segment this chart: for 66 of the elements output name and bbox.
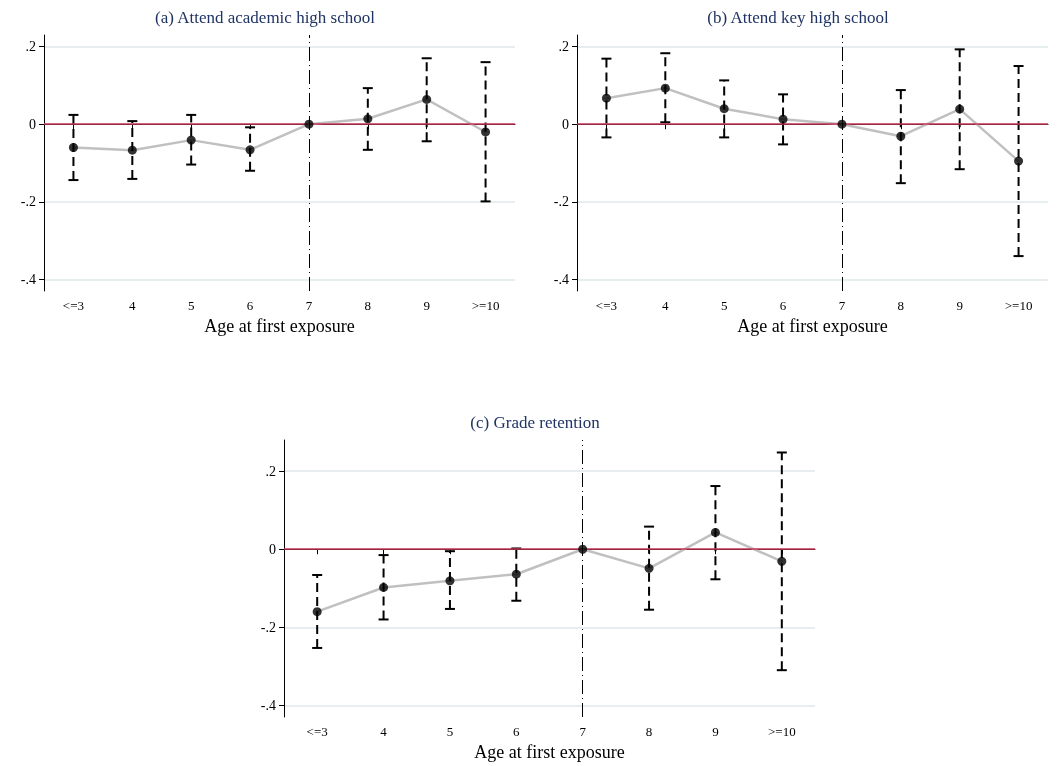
y-tick-label: .2 [558, 39, 569, 55]
x-axis-title: Age at first exposure [474, 742, 625, 762]
x-tick-label: 4 [662, 298, 670, 313]
point [68, 142, 78, 152]
point [710, 527, 720, 537]
x-tick-label: <=3 [595, 298, 618, 313]
y-tick-label: 0 [269, 541, 276, 557]
y-tick-label: -.4 [20, 271, 36, 287]
x-tick-label: 8 [364, 298, 372, 313]
point [644, 563, 654, 573]
point [304, 119, 314, 129]
x-axis-title: Age at first exposure [204, 316, 355, 336]
y-tick-label: -.2 [553, 194, 569, 210]
x-tick-label: 6 [779, 298, 787, 313]
point [127, 145, 137, 155]
y-tick-label: -.2 [20, 194, 36, 210]
point [719, 104, 729, 114]
x-tick-label: >=10 [1004, 298, 1033, 313]
x-axis-title: Age at first exposure [737, 316, 888, 336]
point [312, 607, 322, 617]
point [660, 83, 670, 93]
y-tick-label: -.4 [553, 271, 569, 287]
x-tick-label: 5 [187, 298, 195, 313]
x-tick-label: 6 [513, 724, 521, 739]
x-tick-label: 7 [838, 298, 846, 313]
point [896, 131, 906, 141]
x-tick-label: 8 [897, 298, 905, 313]
chart-title: (c) Grade retention [470, 413, 601, 432]
x-tick-label: 5 [720, 298, 728, 313]
y-tick-label: .2 [265, 463, 276, 479]
x-tick-label: 6 [246, 298, 254, 313]
chart-title: (b) Attend key high school [707, 8, 889, 27]
point [837, 119, 847, 129]
x-tick-label: 4 [380, 724, 388, 739]
x-tick-label: <=3 [306, 724, 328, 739]
point [186, 135, 196, 145]
x-tick-label: >=10 [767, 724, 796, 739]
point [379, 582, 389, 592]
point [777, 556, 787, 566]
x-tick-label: 9 [423, 298, 430, 313]
point [1014, 156, 1024, 166]
y-tick-label: .2 [25, 39, 36, 55]
point [601, 93, 611, 103]
point [955, 104, 965, 114]
point [445, 576, 455, 586]
point [363, 114, 373, 124]
x-tick-label: 7 [579, 724, 587, 739]
x-tick-label: 7 [305, 298, 313, 313]
point [578, 544, 588, 554]
y-tick-label: 0 [562, 116, 569, 132]
point [422, 94, 432, 104]
point [245, 145, 255, 155]
y-tick-label: -.4 [260, 697, 276, 713]
x-tick-label: 4 [129, 298, 137, 313]
x-tick-label: 8 [645, 724, 653, 739]
x-tick-label: 9 [956, 298, 963, 313]
x-tick-label: 9 [712, 724, 719, 739]
point [511, 569, 521, 579]
chart-title: (a) Attend academic high school [155, 8, 376, 27]
point [481, 127, 491, 137]
x-tick-label: 5 [446, 724, 454, 739]
y-tick-label: 0 [29, 116, 36, 132]
x-tick-label: <=3 [62, 298, 85, 313]
x-tick-label: >=10 [471, 298, 500, 313]
point [778, 114, 788, 124]
y-tick-label: -.2 [260, 619, 276, 635]
